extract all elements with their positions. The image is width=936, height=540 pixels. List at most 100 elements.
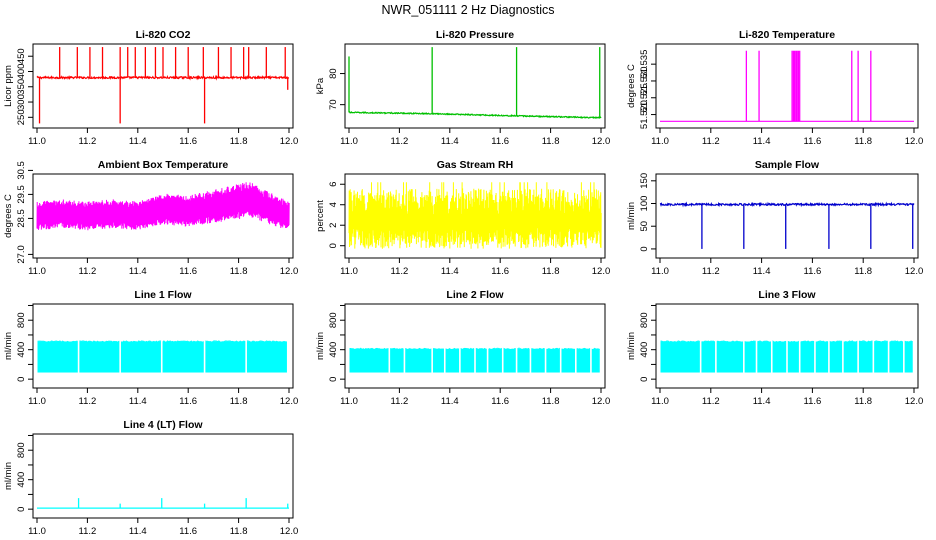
series-line xyxy=(36,182,290,231)
y-tick-label: 400 xyxy=(16,64,27,80)
x-tick-label: 11.4 xyxy=(129,266,147,277)
series-line xyxy=(348,111,602,120)
x-tick-label: 11.8 xyxy=(854,266,872,277)
x-tick-label: 11.6 xyxy=(804,136,822,147)
y-tick-label: 29.5 xyxy=(16,185,27,204)
panel-title: Li-820 Temperature xyxy=(739,29,835,41)
y-tick-label: 800 xyxy=(639,312,650,328)
x-tick-label: 11.4 xyxy=(129,526,147,537)
x-tick-label: 11.8 xyxy=(230,136,248,147)
x-tick-label: 11.6 xyxy=(179,136,197,147)
x-tick-label: 11.6 xyxy=(804,396,822,407)
x-tick-label: 11.2 xyxy=(702,396,720,407)
chart-panel-2: Li-820 Pressure 11.0 11.2 11.4 11.6 11.8 12.0 7… xyxy=(315,29,610,147)
y-tick-label: 2 xyxy=(328,223,339,228)
y-tick-label: 50 xyxy=(639,221,650,232)
y-tick-label: 800 xyxy=(16,312,27,328)
y-axis-label: degrees C xyxy=(3,194,14,238)
x-tick-label: 12.0 xyxy=(592,136,611,147)
series-group xyxy=(348,182,602,249)
x-tick-label: 11.8 xyxy=(542,266,560,277)
y-tick-label: 51.520 xyxy=(639,100,650,129)
series-group xyxy=(660,339,913,374)
plot-frame xyxy=(32,303,294,389)
x-tick-label: 11.6 xyxy=(179,396,197,407)
panel-title: Ambient Box Temperature xyxy=(98,159,229,171)
x-tick-label: 11.2 xyxy=(79,266,97,277)
y-axis-label: kPa xyxy=(315,77,326,94)
x-tick-label: 11.2 xyxy=(79,526,97,537)
x-tick-label: 11.0 xyxy=(28,526,46,537)
x-tick-label: 11.8 xyxy=(542,396,560,407)
y-axis-label: degrees C xyxy=(626,64,637,108)
panel-title: Li-820 CO2 xyxy=(136,29,191,41)
y-tick-label: 400 xyxy=(16,472,27,488)
y-tick-label: 0 xyxy=(328,243,339,248)
y-tick-label: 6 xyxy=(328,182,339,187)
chart-panel-6: Sample Flow 11.0 11.2 11.4 11.6 11.8 12.0 0 50 10… xyxy=(626,159,923,277)
series-group xyxy=(37,498,289,509)
y-tick-label: 400 xyxy=(16,342,27,358)
x-tick-label: 11.4 xyxy=(441,266,459,277)
panel-title: Sample Flow xyxy=(755,159,820,171)
panel-title: Line 2 Flow xyxy=(446,289,504,301)
x-tick-label: 11.0 xyxy=(651,396,669,407)
y-tick-label: 27.0 xyxy=(16,245,27,264)
plot-frame xyxy=(655,43,919,129)
plot-frame xyxy=(344,303,606,389)
y-axis-label: Licor ppm xyxy=(3,65,14,107)
plot-frame xyxy=(655,303,919,389)
x-tick-label: 11.4 xyxy=(129,396,147,407)
chart-panel-8: Line 2 Flow 11.0 11.2 11.4 11.6 11.8 12.0 0 400 8… xyxy=(315,289,610,407)
chart-panel-1: Li-820 CO2 11.0 11.2 11.4 11.6 11.8 12.0 250300… xyxy=(3,29,298,147)
y-tick-label: 51.525 xyxy=(639,83,650,112)
x-tick-label: 11.0 xyxy=(28,396,46,407)
y-tick-label: 51.530 xyxy=(639,66,650,95)
x-tick-label: 11.2 xyxy=(702,136,720,147)
y-tick-label: 0 xyxy=(16,377,27,382)
x-tick-label: 12.0 xyxy=(905,396,924,407)
y-axis-label: ml/min xyxy=(3,462,14,490)
x-tick-label: 11.0 xyxy=(28,266,46,277)
series-group xyxy=(37,339,289,374)
x-tick-label: 12.0 xyxy=(592,396,611,407)
series-group xyxy=(36,47,289,124)
y-tick-label: 250 xyxy=(16,109,27,125)
y-axis-label: ml/min xyxy=(626,332,637,360)
x-tick-label: 11.2 xyxy=(391,136,409,147)
x-tick-label: 12.0 xyxy=(905,136,924,147)
series-line xyxy=(348,182,602,249)
x-tick-label: 12.0 xyxy=(592,266,611,277)
x-tick-label: 11.6 xyxy=(804,266,822,277)
y-tick-label: 80 xyxy=(328,68,339,79)
y-axis-label: ml/min xyxy=(626,202,637,230)
plot-frame xyxy=(32,433,294,519)
x-tick-label: 11.6 xyxy=(179,526,197,537)
plot-frame xyxy=(344,43,606,129)
x-tick-label: 11.4 xyxy=(441,136,459,147)
x-tick-label: 11.0 xyxy=(340,266,358,277)
x-tick-label: 11.6 xyxy=(491,136,509,147)
x-tick-label: 11.8 xyxy=(854,396,872,407)
chart-panel-5: Gas Stream RH 11.0 11.2 11.4 11.6 11.8 12.0 0 2 4… xyxy=(315,159,610,277)
x-tick-label: 11.8 xyxy=(230,396,248,407)
x-tick-label: 11.2 xyxy=(391,396,409,407)
chart-panel-4: Ambient Box Temperature 11.0 11.2 11.4 11.6 1… xyxy=(3,159,298,277)
x-tick-label: 12.0 xyxy=(280,266,299,277)
y-tick-label: 800 xyxy=(328,312,339,328)
x-tick-label: 12.0 xyxy=(280,526,299,537)
y-tick-label: 800 xyxy=(16,442,27,458)
y-tick-label: 0 xyxy=(639,246,650,251)
x-tick-label: 11.8 xyxy=(230,266,248,277)
panel-title: Line 3 Flow xyxy=(758,289,816,301)
y-tick-label: 300 xyxy=(16,94,27,110)
plot-frame xyxy=(344,173,606,259)
panel-title: Gas Stream RH xyxy=(437,159,513,171)
x-tick-label: 11.4 xyxy=(753,136,771,147)
y-tick-label: 70 xyxy=(328,99,339,110)
x-tick-label: 11.4 xyxy=(129,136,147,147)
x-tick-label: 11.4 xyxy=(441,396,459,407)
y-tick-label: 4 xyxy=(328,202,339,207)
y-tick-label: 28.5 xyxy=(16,209,27,228)
